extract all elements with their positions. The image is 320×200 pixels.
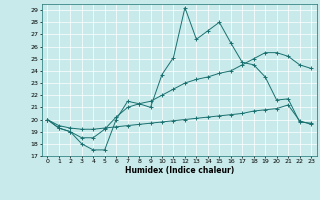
X-axis label: Humidex (Indice chaleur): Humidex (Indice chaleur) [124,166,234,175]
